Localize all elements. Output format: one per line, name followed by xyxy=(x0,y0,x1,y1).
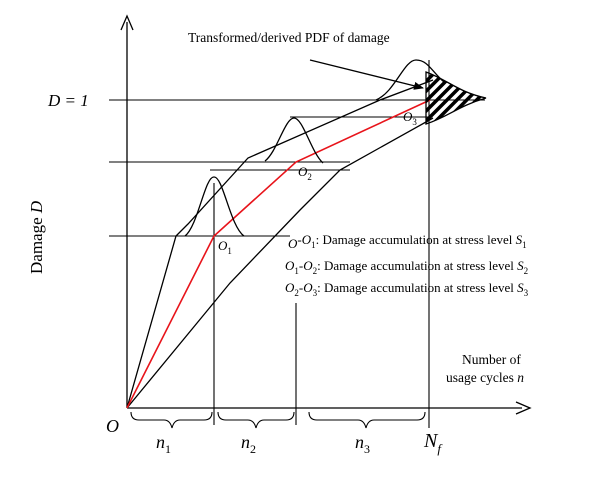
legend: O-O1: Damage accumulation at stress leve… xyxy=(285,232,529,298)
diagram-caption: Transformed/derived PDF of damage xyxy=(188,30,390,45)
point-label-o1: O1 xyxy=(218,238,232,256)
y-axis-arrow xyxy=(120,14,134,31)
interval-brace-n3 xyxy=(308,411,426,429)
legend-item-3: O2-O3: Damage accumulation at stress lev… xyxy=(285,280,529,298)
interval-brace-n2 xyxy=(217,411,295,429)
x-axis-label-line1: Number of xyxy=(462,352,521,367)
upper-bound-curve xyxy=(126,79,434,409)
interval-label-n2: n2 xyxy=(241,432,256,456)
failure-pdf-hatched xyxy=(425,71,487,125)
pdf-curve-o1 xyxy=(184,176,245,237)
pdf-curve-nf xyxy=(375,59,445,101)
interval-label-n3: n3 xyxy=(355,432,370,456)
caption-arrow xyxy=(309,59,424,90)
interval-brace-n1 xyxy=(130,411,213,429)
damage-level-label: D = 1 xyxy=(47,91,89,110)
interval-label-n1: n1 xyxy=(156,432,171,456)
cycles-to-failure-label: Nf xyxy=(423,430,443,456)
pdf-curve-o2 xyxy=(264,117,324,164)
x-axis-label-line2: usage cycles n xyxy=(446,370,524,385)
mean-damage-path xyxy=(126,99,431,409)
point-label-o3: O3 xyxy=(403,109,417,127)
x-axis-arrow xyxy=(515,401,532,415)
legend-item-1: O-O1: Damage accumulation at stress leve… xyxy=(288,232,527,251)
y-axis-label: Damage D xyxy=(27,200,46,274)
origin-label: O xyxy=(106,416,119,436)
point-label-o2: O2 xyxy=(298,164,312,182)
legend-item-2: O1-O2: Damage accumulation at stress lev… xyxy=(285,258,528,276)
